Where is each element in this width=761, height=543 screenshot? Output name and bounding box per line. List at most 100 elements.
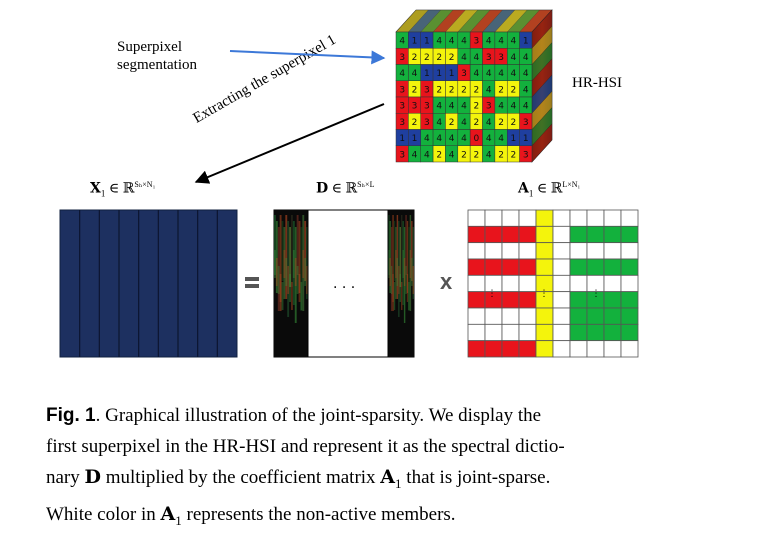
cube-cell-label: 1 (424, 69, 430, 79)
cube-cell-label: 2 (436, 53, 442, 63)
extract-arrow (194, 103, 385, 184)
cube-cell-label: 4 (473, 53, 479, 63)
spectra-band (291, 215, 293, 287)
spectra-band (300, 227, 303, 311)
spectra-band (302, 250, 305, 278)
cube-cell-label: 0 (473, 134, 479, 144)
spectra-band (283, 227, 286, 299)
a-cell (484, 242, 503, 260)
spectra-band (401, 215, 403, 287)
a-cell (535, 225, 554, 244)
a-cell (620, 323, 639, 342)
cube-cell-label: 3 (424, 102, 430, 112)
spectra-band (285, 258, 288, 286)
spectra-band (294, 227, 297, 323)
spectra-band (274, 250, 276, 278)
a-cell (620, 258, 639, 276)
a-cell (586, 225, 605, 244)
a-cell (569, 242, 588, 260)
a-cell (552, 209, 571, 227)
a-cell (569, 209, 588, 227)
a-cell (620, 307, 639, 325)
spectra-band (283, 250, 286, 278)
cube-cell-label: 4 (486, 85, 492, 95)
a-cell (501, 340, 520, 358)
a-cell (603, 225, 622, 244)
cube-cell-label: 1 (449, 69, 455, 79)
a-cell (603, 291, 622, 309)
a-cell (552, 323, 571, 342)
a-cell (535, 307, 554, 325)
a-cell (569, 323, 588, 342)
cube-cell-label: 2 (449, 118, 455, 128)
cube-cell-label: 4 (511, 69, 517, 79)
cube-cell-label: 2 (511, 150, 517, 160)
cube-cell-label: 4 (461, 118, 467, 128)
caption-line-2: first superpixel in the HR-HSI and repre… (46, 436, 565, 457)
spectra-band (393, 221, 396, 281)
spectra-band (296, 266, 299, 294)
a-ellipsis: ⋮ (488, 289, 497, 299)
cube-cell-label: 2 (412, 118, 418, 128)
a-cell (620, 340, 639, 358)
spectra-band (392, 215, 394, 311)
a-cell (501, 291, 520, 309)
spectra-band (291, 282, 293, 310)
a-cell (484, 340, 503, 358)
spectra-band (279, 274, 282, 302)
cube-cell-label: 4 (461, 37, 467, 47)
cube-cell-label: 3 (424, 118, 430, 128)
cube-cell-label: 4 (449, 37, 455, 47)
cube-cell-label: 4 (523, 85, 529, 95)
spectra-band (289, 274, 291, 302)
a-cell (501, 225, 520, 244)
a-cell (518, 291, 537, 309)
spectra-band (403, 227, 406, 323)
cube-cell-label: 2 (498, 85, 504, 95)
a-cell (586, 242, 605, 260)
a-cell (518, 242, 537, 260)
cube-top-stripes (395, 9, 553, 33)
segmentation-label-line2: segmentation (117, 57, 197, 73)
a-cell (603, 307, 622, 325)
cube-cell-label: 4 (498, 69, 504, 79)
a-cell (535, 209, 554, 227)
a-cell (603, 274, 622, 293)
cube-cell-label: 4 (436, 102, 442, 112)
segmentation-arrow (229, 50, 386, 65)
cube-cell-label: 4 (424, 150, 430, 160)
cube-cell-label: 3 (486, 53, 492, 63)
spectra-band (281, 282, 284, 310)
a-cell (535, 340, 554, 358)
a-cell (467, 209, 486, 227)
a-cell (586, 307, 605, 325)
a-cell (518, 323, 537, 342)
d-left-spectra (274, 210, 309, 357)
cube-cell-label: 1 (523, 37, 529, 47)
a-cell (467, 291, 486, 309)
joint-sparsity-diagram: 4 1 1 4 4 4 3 4 4 4 13 2 2 2 2 4 4 3 3 4 44 4 1 1 1 3 4 4 4 4 43 2 3 2 2 2 2… (59, 9, 639, 358)
spectra-band (406, 221, 409, 293)
a-cell (603, 258, 622, 276)
cube-cell-label: 3 (486, 102, 492, 112)
cube-cell-label: 2 (412, 53, 418, 63)
cube-cell-label: 2 (424, 53, 430, 63)
x-matrix-label: X1 ∈ ℝSₕ×N₁ (90, 180, 156, 199)
a-cell (569, 225, 588, 244)
cube-cell-label: 3 (412, 102, 418, 112)
cube-cell-label: 4 (498, 37, 504, 47)
cube-cell-label: 1 (436, 69, 442, 79)
d-ellipsis: · · · (333, 280, 355, 296)
cube-cell-label: 3 (461, 69, 467, 79)
a-cell (569, 291, 588, 309)
cube-cell-label: 4 (436, 134, 442, 144)
spectra-band (277, 227, 280, 311)
cube-cell-label: 4 (486, 37, 492, 47)
cube-cell-label: 2 (511, 85, 517, 95)
spectra-band (281, 221, 284, 281)
a-cell (518, 258, 537, 276)
segmentation-label: Superpixel segmentation (117, 38, 197, 74)
a-cell (501, 258, 520, 276)
spectra-band (300, 282, 303, 310)
spectra-band (306, 266, 308, 294)
